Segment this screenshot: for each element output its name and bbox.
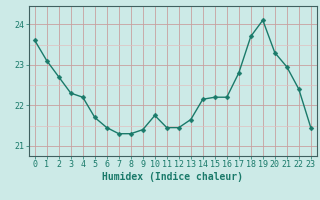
X-axis label: Humidex (Indice chaleur): Humidex (Indice chaleur) [102, 172, 243, 182]
